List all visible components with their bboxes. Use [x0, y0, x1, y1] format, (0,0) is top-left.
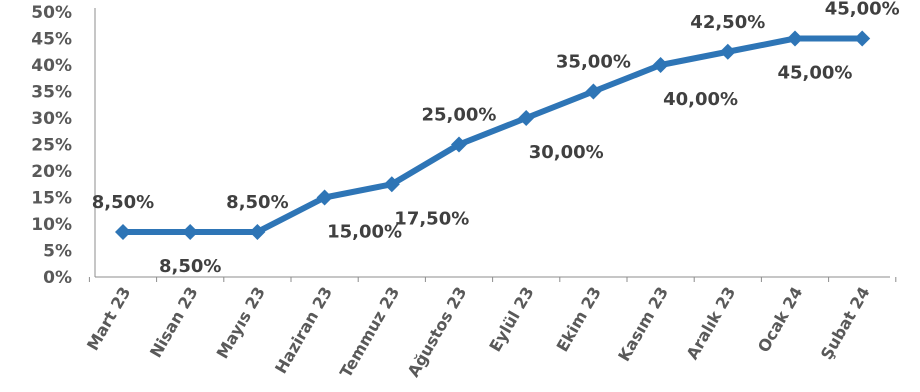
y-tick-label: 35%	[31, 83, 72, 103]
y-tick-label: 15%	[31, 189, 72, 209]
data-label: 45,00%	[825, 0, 900, 20]
x-tick-label: Kasım 23	[614, 284, 672, 365]
data-point-marker	[316, 189, 333, 206]
x-tick-label: Şubat 24	[817, 284, 874, 363]
x-tick-label: Ağustos 23	[404, 284, 471, 381]
x-tick-label: Haziran 23	[271, 284, 336, 377]
data-label: 30,00%	[529, 142, 604, 163]
y-tick-label: 10%	[31, 215, 72, 235]
x-axis-ticks: Mart 23 Nisan 23 Mayıs 23 Haziran 23 Temmuz …	[83, 284, 874, 381]
axes	[88, 8, 897, 282]
y-tick-label: 40%	[31, 56, 72, 76]
y-tick-label: 45%	[31, 30, 72, 50]
y-tick-label: 0%	[43, 268, 72, 288]
y-tick-label: 50%	[31, 3, 72, 23]
data-point-marker	[854, 30, 871, 47]
data-point-marker	[383, 176, 400, 193]
x-tick-label: Ekim 23	[553, 284, 605, 355]
y-tick-label: 25%	[31, 136, 72, 156]
data-label: 15,00%	[327, 222, 402, 243]
y-tick-label: 20%	[31, 162, 72, 182]
data-label: 8,50%	[159, 256, 221, 277]
data-labels-layer: 8,50% 8,50% 8,50% 15,00%17,50% 25,00% 30,00% 3…	[92, 0, 900, 277]
y-axis-ticks: 0% 5% 10% 15% 20% 25% 30% 35% 40% 45% 50%	[31, 3, 72, 288]
series-layer	[115, 30, 871, 240]
data-label: 35,00%	[556, 52, 631, 73]
x-tick-label: Mayıs 23	[213, 284, 269, 362]
data-label: 17,50%	[394, 208, 469, 229]
data-label: 25,00%	[422, 105, 497, 126]
data-label: 45,00%	[778, 63, 853, 84]
data-label: 42,50%	[690, 12, 765, 33]
data-point-marker	[585, 83, 602, 100]
data-point-marker	[787, 30, 803, 47]
data-point-marker	[249, 223, 266, 240]
x-tick-label: Ocak 24	[754, 284, 807, 356]
x-tick-label: Eylül 23	[485, 284, 537, 355]
x-tick-label: Aralık 23	[683, 284, 740, 363]
data-point-marker	[182, 223, 199, 240]
data-label: 8,50%	[92, 192, 154, 213]
y-tick-label: 30%	[31, 109, 72, 129]
data-point-marker	[115, 223, 131, 240]
x-tick-label: Temmuz 23	[336, 284, 403, 381]
data-point-marker	[451, 136, 467, 153]
x-tick-label: Mart 23	[83, 284, 135, 354]
y-tick-label: 5%	[43, 242, 72, 262]
series-line	[120, 35, 866, 235]
data-label: 40,00%	[663, 89, 738, 110]
data-point-marker	[652, 57, 669, 73]
data-point-marker	[719, 43, 736, 60]
data-label: 8,50%	[226, 192, 288, 213]
x-tick-label: Nisan 23	[146, 284, 202, 361]
data-point-marker	[518, 110, 535, 126]
